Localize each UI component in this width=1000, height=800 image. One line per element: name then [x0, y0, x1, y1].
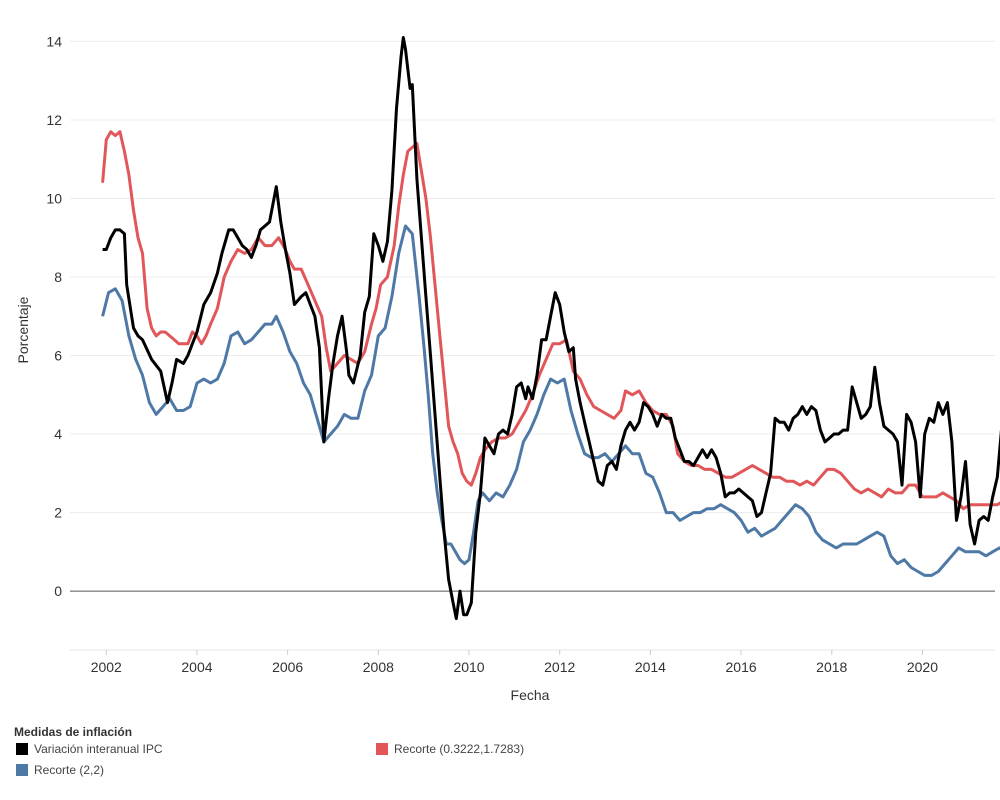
legend-title: Medidas de inflación [14, 725, 133, 739]
legend-swatch-recorte-2-2 [16, 764, 28, 776]
series-line-variaci-n-interanual-ipc[interactable] [102, 36, 1000, 621]
legend-label-recorte-0-3222: Recorte (0.3222,1.7283) [394, 742, 525, 756]
legend-swatch-recorte-0-3222 [376, 743, 388, 755]
y-tick-label: 14 [46, 33, 62, 49]
x-tick-label: 2018 [816, 659, 847, 675]
y-tick-label: 10 [46, 190, 62, 206]
x-tick-label: 2020 [907, 659, 938, 675]
legend-item-recorte-0-3222[interactable]: Recorte (0.3222,1.7283) [376, 742, 524, 756]
x-tick-label: 2010 [453, 659, 484, 675]
line-chart: 2002 2004 2006 2008 2010 2012 2014 2016 2018 2020… [15, 33, 1000, 703]
x-tick-label: 2016 [726, 659, 757, 675]
x-tick-label: 2008 [363, 659, 394, 675]
y-tick-label: 12 [46, 112, 62, 128]
x-tick-label: 2012 [544, 659, 575, 675]
x-axis-ticks: 2002 2004 2006 2008 2010 2012 2014 2016 2018 2020 [91, 650, 938, 675]
y-tick-label: 6 [54, 348, 62, 364]
gridlines [70, 40, 995, 514]
x-tick-label: 2002 [91, 659, 122, 675]
y-tick-label: 4 [54, 426, 62, 442]
x-tick-label: 2014 [635, 659, 666, 675]
y-axis-ticks: 0 2 4 6 8 10 12 14 [46, 33, 62, 599]
x-tick-label: 2006 [272, 659, 303, 675]
y-tick-label: 2 [54, 505, 62, 521]
legend-label-ipc: Variación interanual IPC [34, 742, 163, 756]
x-tick-label: 2004 [181, 659, 212, 675]
legend: Medidas de inflación Variación interanua… [14, 725, 994, 795]
series-line-recorte-0-3222-1-7283[interactable] [101, 130, 1000, 511]
legend-swatch-ipc [16, 743, 28, 755]
legend-item-recorte-2-2[interactable]: Recorte (2,2) [16, 763, 104, 777]
y-tick-label: 8 [54, 269, 62, 285]
series-line-recorte-2-2[interactable] [101, 224, 1000, 577]
y-axis-title: Porcentaje [15, 296, 31, 363]
legend-label-recorte-2-2: Recorte (2,2) [34, 763, 105, 777]
legend-item-ipc[interactable]: Variación interanual IPC [16, 742, 163, 756]
y-tick-label: 0 [54, 583, 62, 599]
series-lines [101, 36, 1000, 621]
x-axis-title: Fecha [511, 687, 550, 703]
